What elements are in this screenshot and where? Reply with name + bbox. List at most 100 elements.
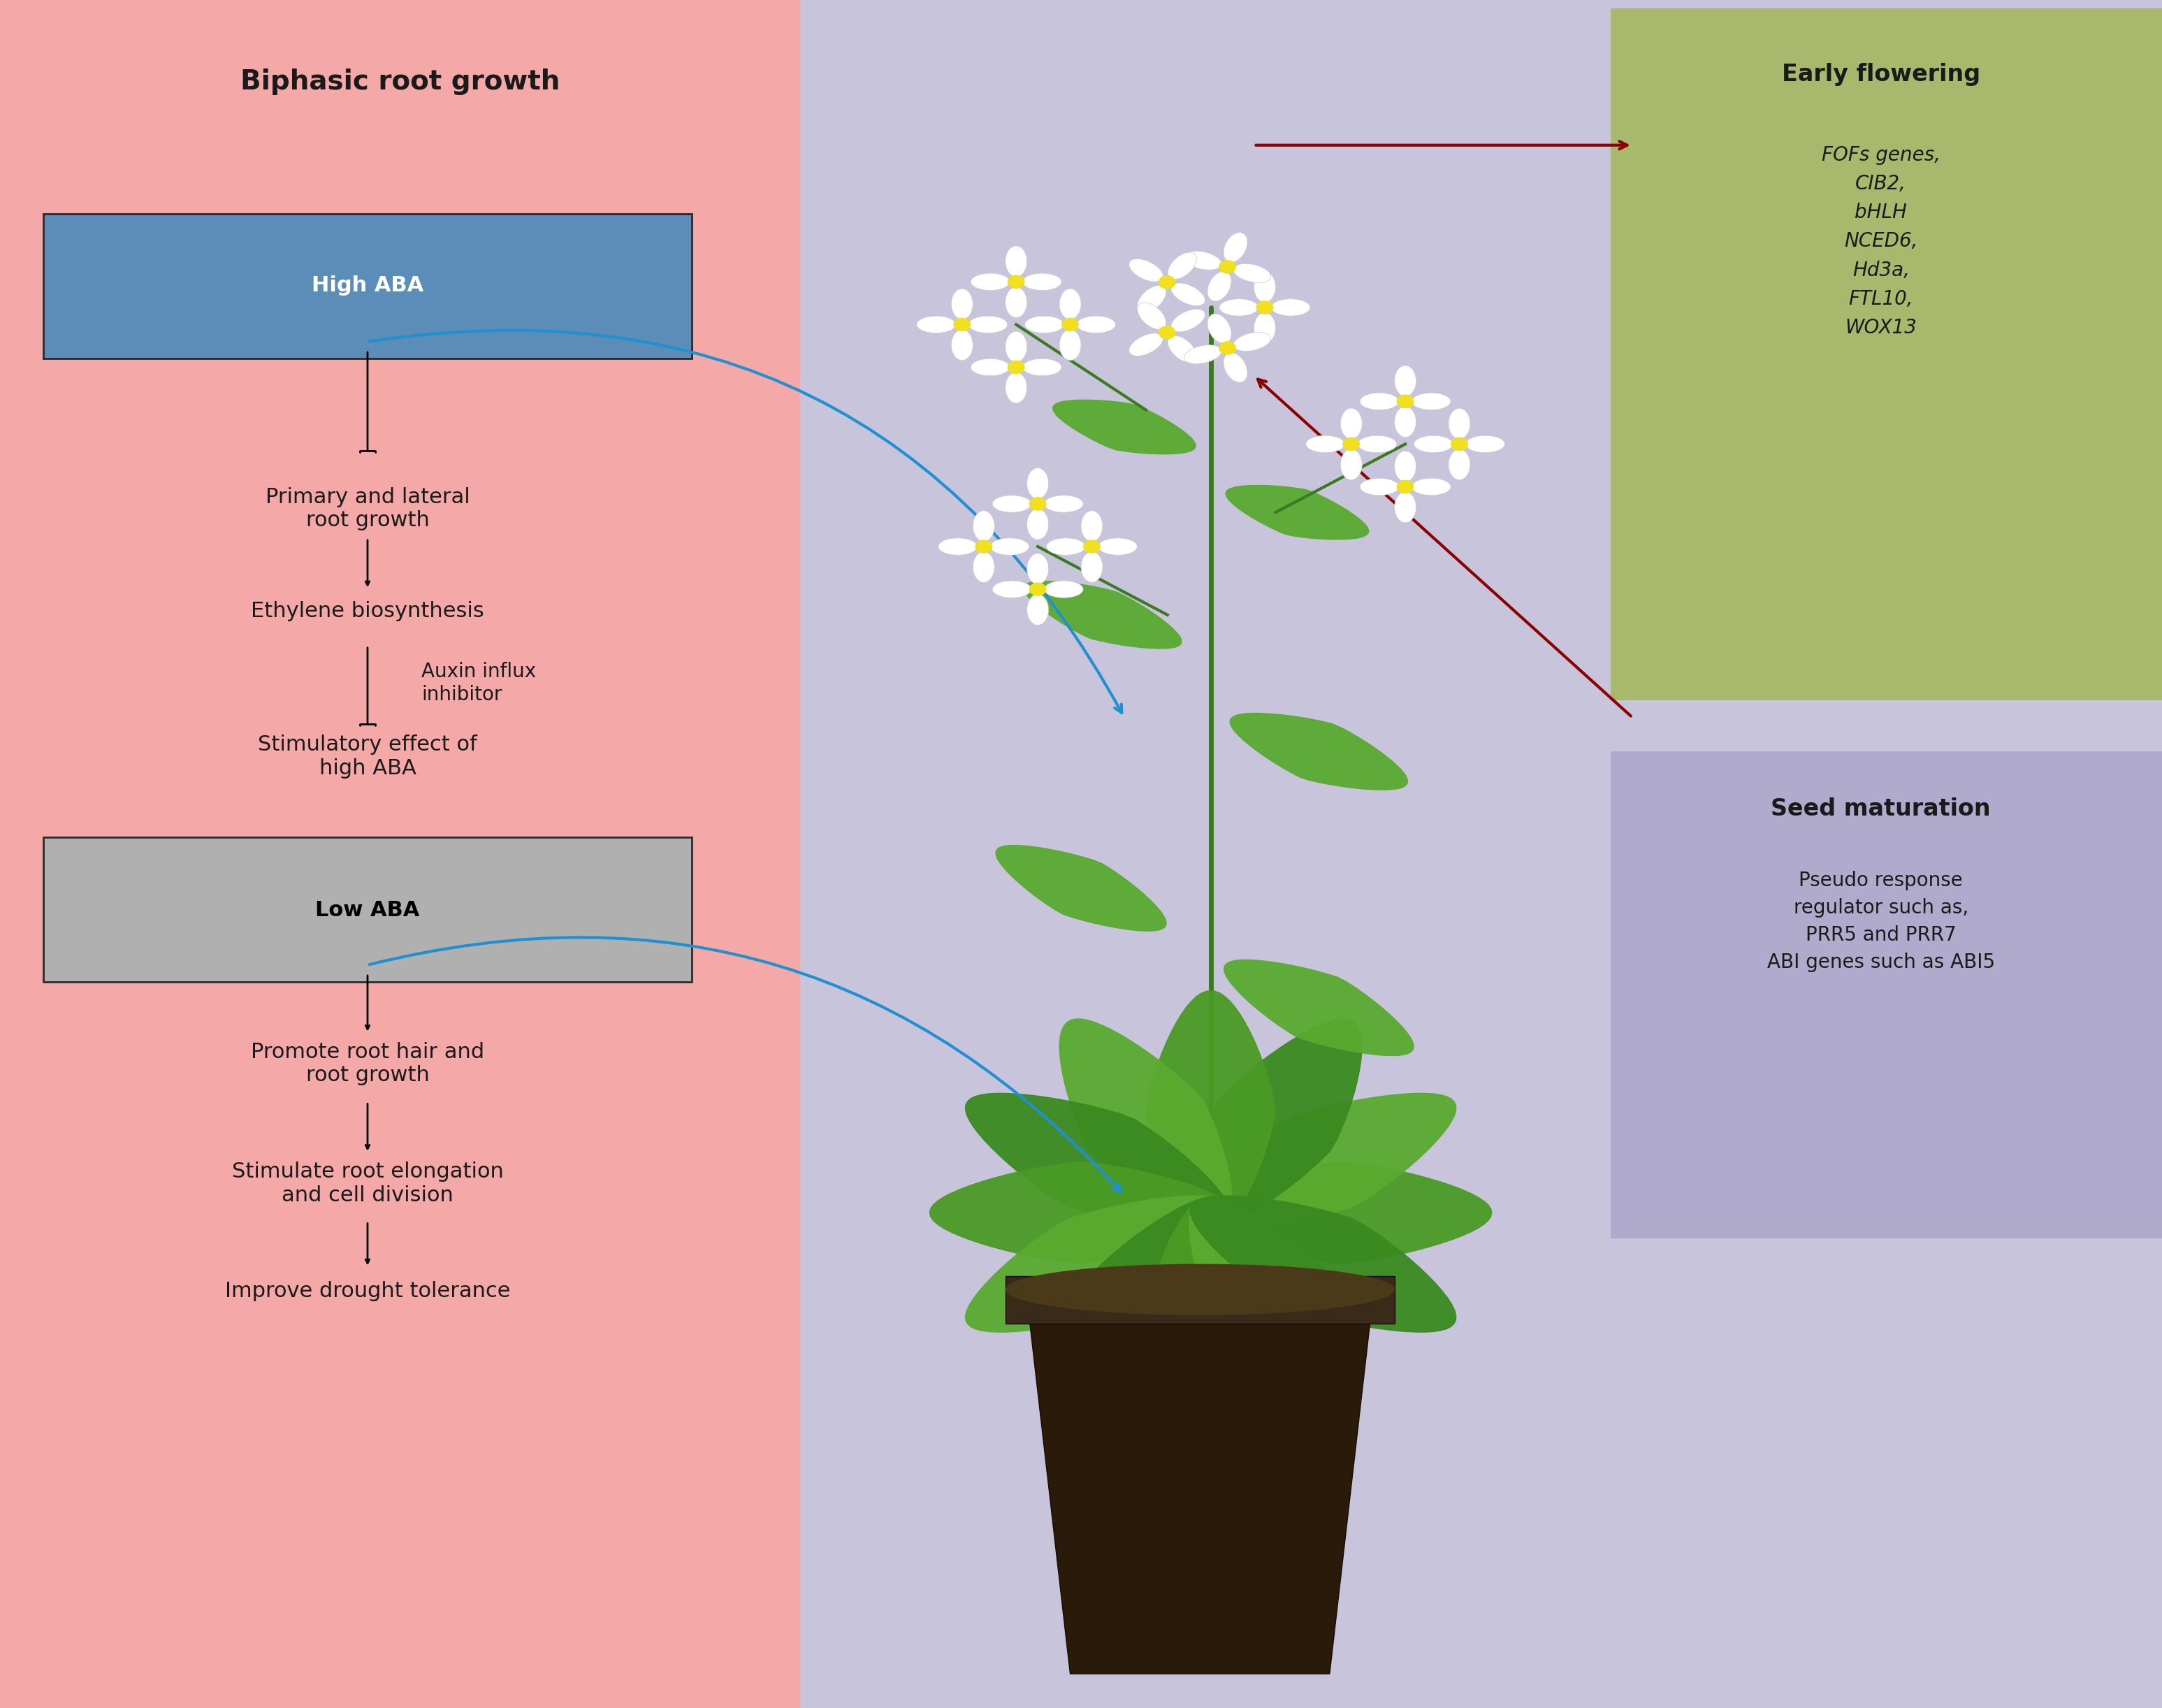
Ellipse shape — [1159, 275, 1176, 289]
Ellipse shape — [1254, 272, 1276, 302]
FancyArrowPatch shape — [370, 330, 1122, 712]
Text: Ethylene biosynthesis: Ethylene biosynthesis — [251, 601, 484, 622]
Ellipse shape — [1172, 309, 1204, 331]
Polygon shape — [1023, 581, 1183, 649]
Text: Low ABA: Low ABA — [316, 900, 419, 921]
Ellipse shape — [951, 289, 973, 319]
Ellipse shape — [1023, 273, 1062, 290]
Ellipse shape — [1005, 331, 1027, 362]
Text: Stimulate root elongation
and cell division: Stimulate root elongation and cell divis… — [231, 1161, 504, 1206]
Polygon shape — [1059, 1196, 1232, 1406]
Ellipse shape — [1059, 289, 1081, 319]
Ellipse shape — [1219, 299, 1258, 316]
Ellipse shape — [1167, 336, 1196, 362]
FancyBboxPatch shape — [0, 0, 800, 1708]
Ellipse shape — [1007, 275, 1025, 289]
Text: FOFs genes,
CIB2,
bHLH
NCED6,
Hd3a,
FTL10,
WOX13: FOFs genes, CIB2, bHLH NCED6, Hd3a, FTL1… — [1823, 145, 1939, 338]
Ellipse shape — [1044, 495, 1083, 512]
Ellipse shape — [1137, 302, 1165, 330]
Ellipse shape — [1340, 408, 1362, 439]
Ellipse shape — [951, 330, 973, 360]
Ellipse shape — [1159, 326, 1176, 340]
Ellipse shape — [1394, 492, 1416, 523]
Ellipse shape — [1185, 345, 1222, 364]
Polygon shape — [1189, 1196, 1455, 1332]
Text: High ABA: High ABA — [311, 275, 424, 295]
Ellipse shape — [1219, 342, 1237, 355]
FancyBboxPatch shape — [800, 0, 2162, 1708]
Ellipse shape — [1007, 360, 1025, 374]
Ellipse shape — [1005, 246, 1027, 277]
Ellipse shape — [1412, 393, 1451, 410]
Ellipse shape — [971, 359, 1010, 376]
Ellipse shape — [973, 511, 995, 541]
FancyBboxPatch shape — [1611, 752, 2162, 1238]
Ellipse shape — [1232, 333, 1271, 352]
Polygon shape — [1027, 1298, 1373, 1674]
Ellipse shape — [1394, 366, 1416, 396]
Polygon shape — [1189, 1020, 1362, 1230]
Ellipse shape — [1185, 251, 1222, 270]
Polygon shape — [1053, 400, 1196, 454]
Ellipse shape — [1256, 301, 1273, 314]
Ellipse shape — [1005, 372, 1027, 403]
Ellipse shape — [1224, 352, 1247, 383]
Ellipse shape — [1219, 260, 1237, 273]
Ellipse shape — [975, 540, 992, 553]
Ellipse shape — [1023, 359, 1062, 376]
Text: Early flowering: Early flowering — [1781, 63, 1980, 87]
Ellipse shape — [1306, 436, 1345, 453]
Ellipse shape — [1343, 437, 1360, 451]
Ellipse shape — [1449, 408, 1470, 439]
Ellipse shape — [992, 495, 1031, 512]
Ellipse shape — [969, 316, 1007, 333]
Text: Promote root hair and
root growth: Promote root hair and root growth — [251, 1042, 484, 1086]
Text: Auxin influx
inhibitor: Auxin influx inhibitor — [422, 663, 536, 704]
Ellipse shape — [1081, 552, 1103, 582]
Ellipse shape — [1005, 287, 1027, 318]
Ellipse shape — [1027, 594, 1049, 625]
Ellipse shape — [1414, 436, 1453, 453]
Ellipse shape — [1129, 260, 1163, 282]
Ellipse shape — [1005, 1264, 1394, 1315]
Polygon shape — [930, 1161, 1232, 1264]
FancyBboxPatch shape — [43, 837, 692, 982]
Ellipse shape — [1027, 468, 1049, 499]
Polygon shape — [1189, 1093, 1455, 1230]
Polygon shape — [1189, 1161, 1492, 1264]
Polygon shape — [1189, 1196, 1362, 1406]
Polygon shape — [1224, 960, 1414, 1056]
Ellipse shape — [1046, 538, 1085, 555]
Text: Seed maturation: Seed maturation — [1771, 798, 1991, 822]
Text: Biphasic root growth: Biphasic root growth — [240, 68, 560, 96]
Polygon shape — [966, 1093, 1232, 1230]
Ellipse shape — [1209, 314, 1232, 343]
Ellipse shape — [1167, 253, 1196, 278]
Polygon shape — [997, 845, 1165, 931]
Ellipse shape — [1254, 313, 1276, 343]
Ellipse shape — [971, 273, 1010, 290]
Polygon shape — [1226, 485, 1369, 540]
Ellipse shape — [1360, 478, 1399, 495]
Ellipse shape — [1137, 285, 1165, 313]
Ellipse shape — [953, 318, 971, 331]
Text: Pseudo response
regulator such as,
PRR5 and PRR7
ABI genes such as ABI5: Pseudo response regulator such as, PRR5 … — [1766, 871, 1996, 972]
Ellipse shape — [1027, 509, 1049, 540]
Polygon shape — [966, 1196, 1232, 1332]
Ellipse shape — [1358, 436, 1397, 453]
Ellipse shape — [1394, 407, 1416, 437]
Ellipse shape — [938, 538, 977, 555]
Ellipse shape — [1224, 232, 1247, 263]
Ellipse shape — [1271, 299, 1310, 316]
Ellipse shape — [1098, 538, 1137, 555]
Ellipse shape — [992, 581, 1031, 598]
Ellipse shape — [1027, 553, 1049, 584]
Ellipse shape — [1059, 330, 1081, 360]
Ellipse shape — [1029, 497, 1046, 511]
Ellipse shape — [1397, 480, 1414, 494]
Polygon shape — [1059, 1020, 1232, 1230]
Ellipse shape — [1129, 333, 1163, 355]
Ellipse shape — [1360, 393, 1399, 410]
Ellipse shape — [1340, 449, 1362, 480]
FancyArrowPatch shape — [370, 938, 1120, 1192]
